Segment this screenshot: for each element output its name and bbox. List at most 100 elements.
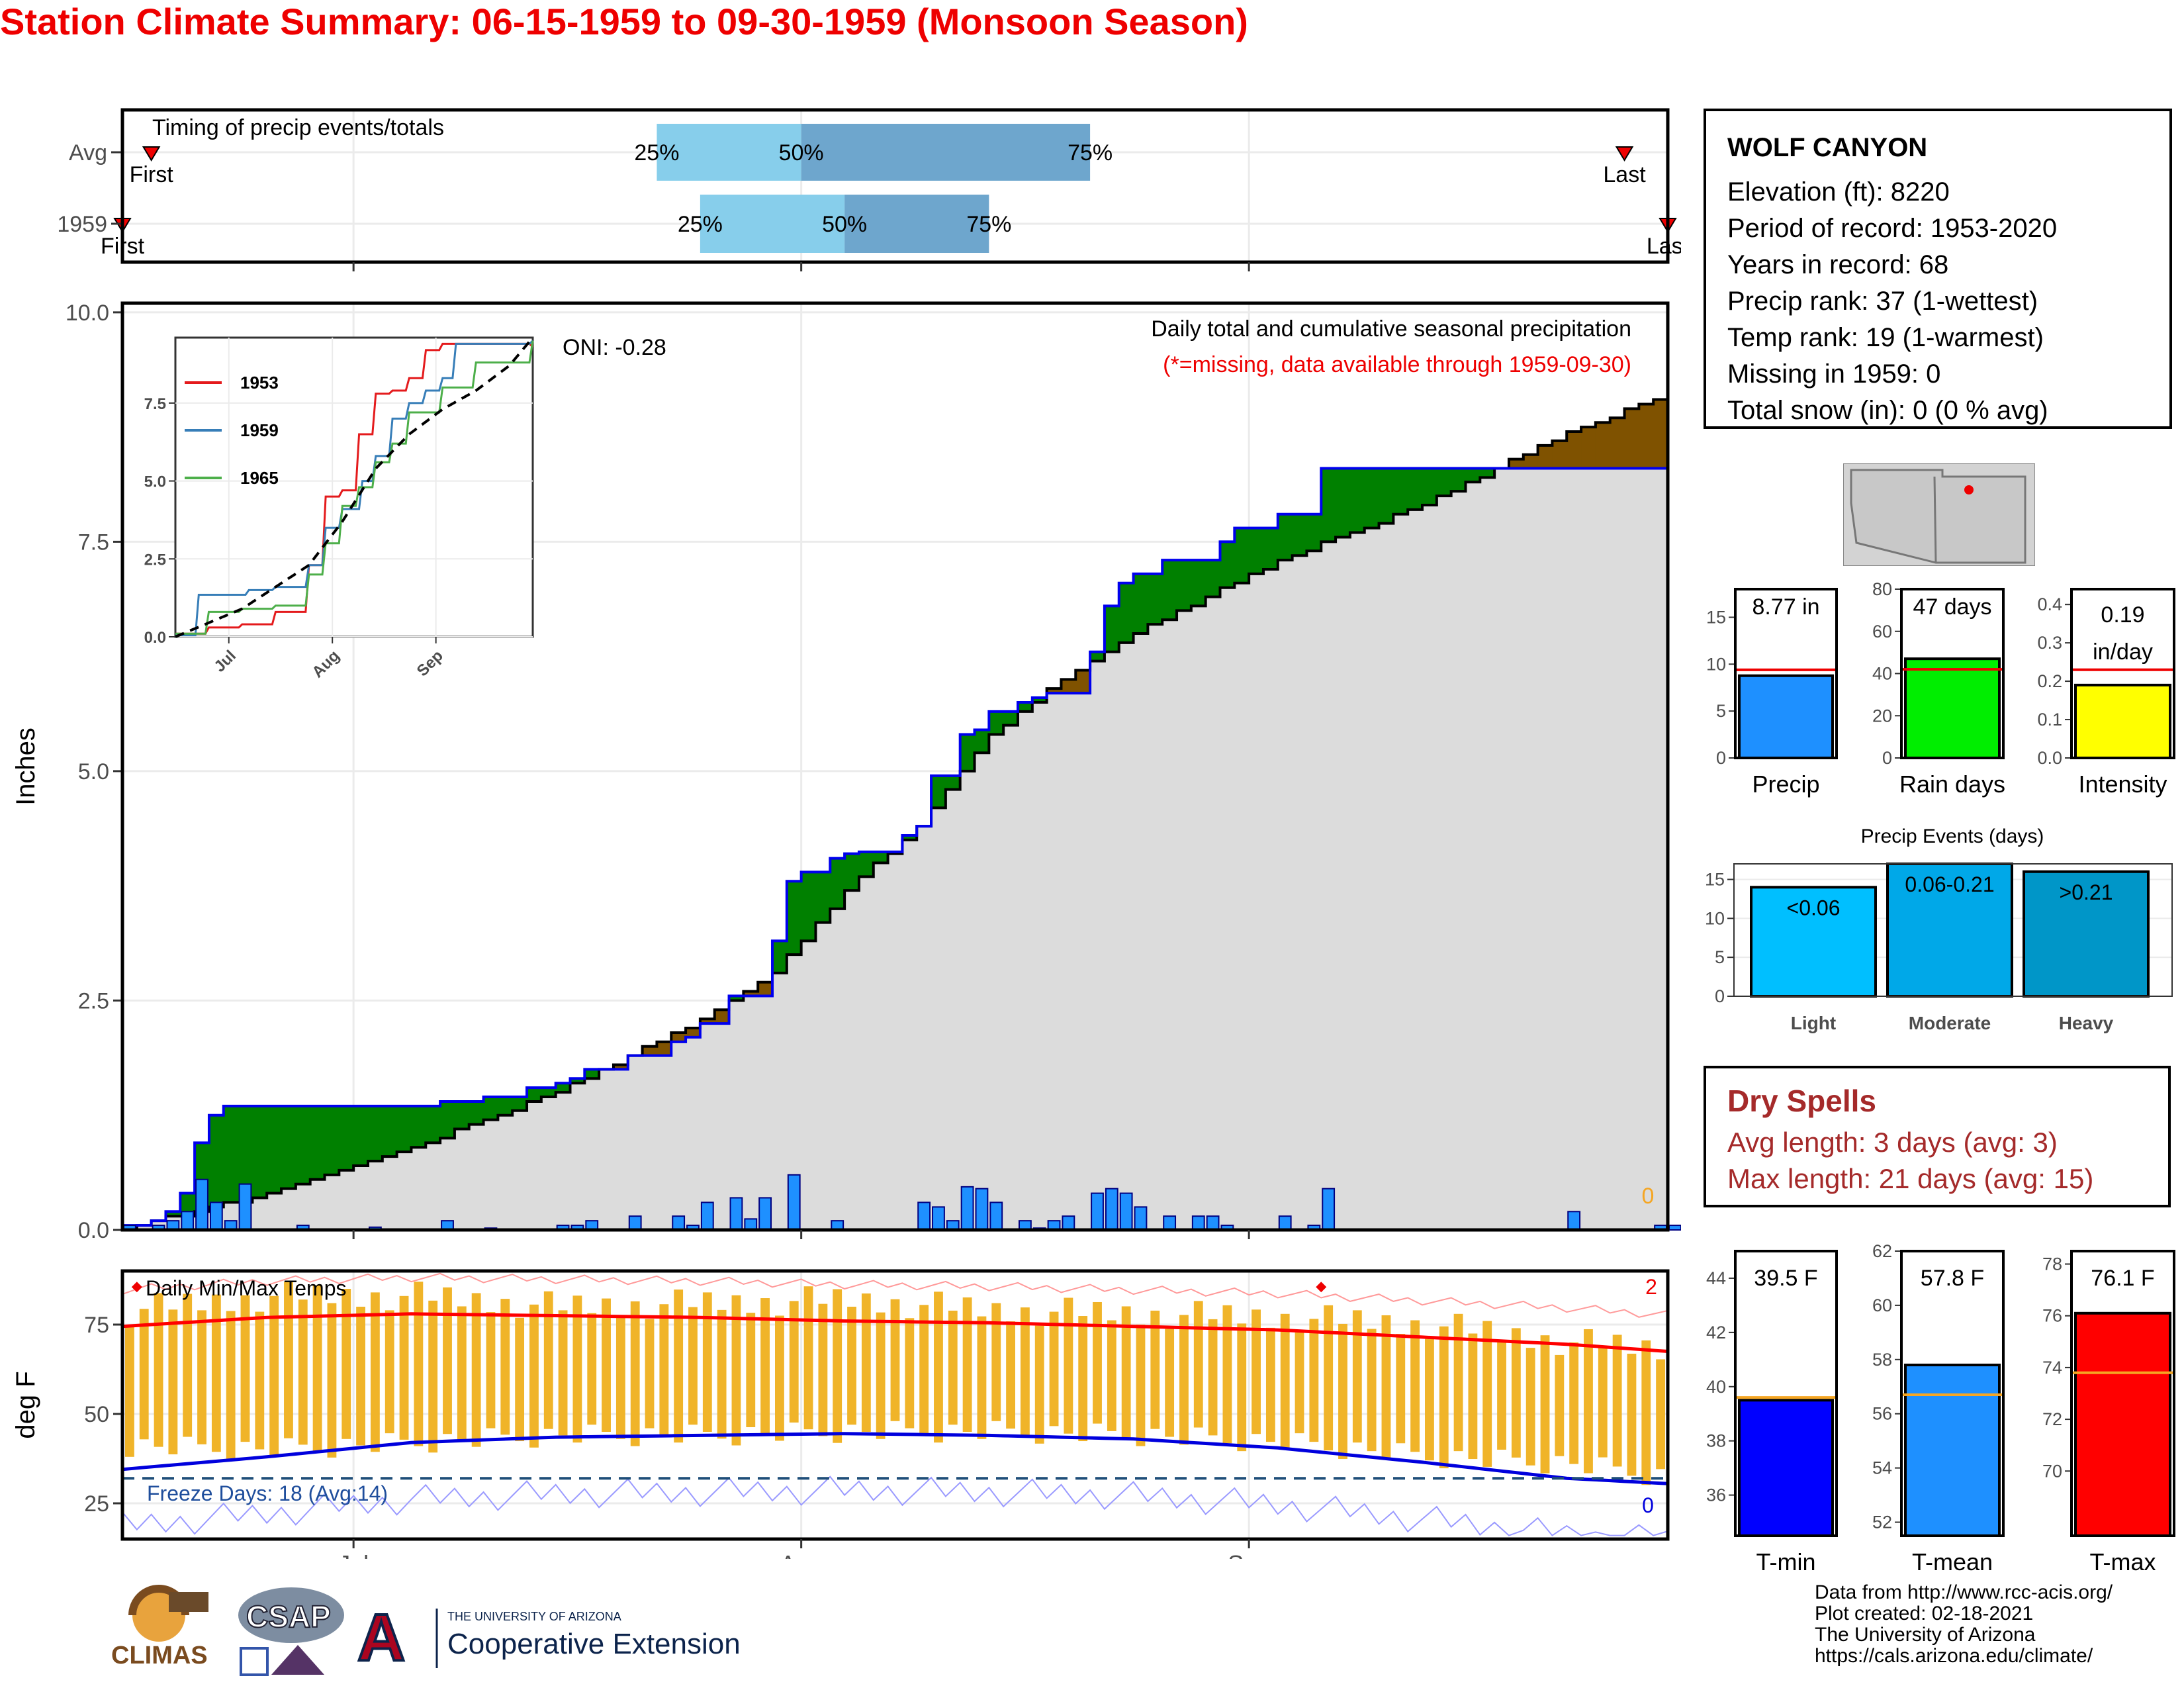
station-temp-rank: Temp rank: 19 (1-warmest): [1727, 323, 2044, 352]
precip-y-tick-label: 0.0: [78, 1218, 109, 1243]
daily-temp-bar: [919, 1305, 929, 1436]
daily-temp-bar: [876, 1312, 886, 1439]
cum-base-area: [887, 853, 903, 1230]
daily-temp-bar: [890, 1299, 900, 1421]
small-bar-y-tick-label: 76: [2042, 1306, 2062, 1326]
daily-temp-bar: [1627, 1353, 1637, 1476]
daily-temp-bar: [962, 1297, 972, 1432]
event-x-label: Moderate: [1909, 1013, 1991, 1033]
dry-spells-avg: Avg length: 3 days (avg: 3): [1727, 1127, 2058, 1158]
cum-above-avg-area: [729, 996, 744, 1001]
daily-temp-bar: [674, 1289, 684, 1443]
small-bar-x-label: T-mean: [1912, 1548, 1993, 1575]
observed-cumulative-line: [122, 467, 1668, 1227]
cum-above-avg-area: [1177, 560, 1192, 611]
season-temp-bars: 36 38 40 42 44 39.5 F T-min 52 54 56 58 60 62 57.8 F T…: [1706, 1241, 2175, 1575]
cum-below-avg-area: [1653, 399, 1668, 469]
small-bar-y-tick-label: 15: [1706, 608, 1726, 628]
cum-base-area: [1653, 468, 1668, 1231]
small-bar-frame: [2070, 1250, 2175, 1537]
daily-temp-bar: [630, 1301, 640, 1446]
cum-above-avg-area: [1292, 514, 1307, 556]
cum-base-area: [1508, 468, 1524, 1231]
small-bar-value-label: 76.1 F: [2091, 1266, 2154, 1291]
cum-base-area: [382, 1156, 398, 1230]
small-bar-value-label: 8.77 in: [1752, 594, 1819, 620]
daily-temp-bar: [746, 1313, 756, 1427]
daily-temp-bar: [760, 1298, 770, 1434]
cum-base-area: [1191, 606, 1206, 1230]
station-years: Years in record: 68: [1727, 250, 1949, 279]
location-map: [1843, 463, 2035, 566]
inset-y-tick-label: 5.0: [144, 473, 166, 491]
cum-base-area: [1090, 661, 1105, 1230]
cum-base-area: [686, 1037, 701, 1230]
cum-below-avg-area: [613, 1064, 629, 1070]
cum-above-avg-area: [1277, 514, 1293, 561]
small-bar-y-tick-label: 80: [1872, 579, 1892, 599]
cum-above-avg-area: [1364, 468, 1380, 528]
cum-above-avg-area: [1220, 541, 1235, 588]
daily-precip-bar: [917, 1201, 931, 1231]
temp-frame: [120, 1269, 1670, 1541]
cum-below-avg-area: [1595, 422, 1611, 469]
cum-above-avg-area: [1003, 711, 1019, 726]
daily-temp-bar: [1468, 1333, 1478, 1460]
season-totals-bars: 0 5 10 15 8.77 in Precip 0 20 40 60 80 47 days Rain …: [1706, 579, 2175, 798]
cum-base-area: [830, 908, 845, 1230]
daily-precip-bar: [238, 1183, 252, 1231]
timing-panel: 25%50%75%FirstLastAvg25%50%75%FirstLast1…: [57, 108, 1681, 271]
station-missing: Missing in 1959: 0: [1727, 359, 1941, 389]
daily-temp-bar: [1540, 1335, 1550, 1474]
ua-big-text: Cooperative Extension: [447, 1628, 741, 1660]
daily-temp-bar: [775, 1315, 784, 1441]
small-bar-value-label: 47 days: [1913, 594, 1991, 620]
record-high-line: [122, 1272, 1668, 1318]
cum-below-avg-area: [1046, 688, 1062, 694]
cum-above-avg-area: [411, 1105, 426, 1148]
credit-line: Data from http://www.rcc-acis.org/: [1815, 1581, 2113, 1603]
precip-y-tick-label: 7.5: [78, 530, 109, 555]
timing-pct-label: 25%: [678, 212, 723, 237]
cum-base-area: [657, 1055, 672, 1230]
precip-y-axis-label: Inches: [11, 727, 40, 806]
cum-base-area: [1032, 702, 1048, 1230]
daily-temp-bar: [1295, 1332, 1304, 1434]
dry-spells-title: Dry Spells: [1727, 1084, 1876, 1118]
inset-legend-label: 1959: [240, 420, 279, 440]
daily-temp-bar: [1612, 1335, 1622, 1467]
cum-below-avg-area: [1508, 459, 1524, 469]
cum-above-avg-area: [281, 1105, 296, 1189]
daily-temp-bar: [1555, 1354, 1565, 1456]
events-frame: [1733, 863, 2173, 997]
cum-above-avg-area: [426, 1105, 441, 1143]
small-bar-y-tick-label: 52: [1872, 1513, 1892, 1532]
timing-row-label: 1959: [57, 212, 107, 237]
cum-base-area: [498, 1115, 513, 1230]
cum-below-avg-area: [1567, 432, 1582, 469]
daily-temp-bar: [1367, 1329, 1377, 1452]
daily-temp-bar: [284, 1282, 293, 1438]
record-high-marker: [1316, 1282, 1327, 1293]
cum-below-avg-area: [758, 982, 773, 996]
daily-temp-bar: [327, 1303, 337, 1458]
cum-above-avg-area: [1306, 514, 1322, 551]
ua-logo: A THE UNIVERSITY OF ARIZONA Cooperative …: [357, 1602, 741, 1675]
small-bar-value: [1904, 657, 2001, 759]
daily-precip-bar: [1091, 1192, 1104, 1231]
cum-above-avg-area: [1133, 573, 1148, 634]
map-state-outline: [1850, 469, 2026, 564]
cum-base-area: [440, 1138, 455, 1230]
cum-base-area: [1234, 583, 1250, 1230]
csap-cloud: [238, 1587, 344, 1643]
cum-base-area: [1480, 477, 1495, 1230]
cum-above-avg-area: [1465, 468, 1480, 483]
daily-precip-bar: [181, 1211, 195, 1231]
inset-series-line: [175, 340, 534, 637]
precip-chart: 0.0 2.5 5.0 7.5 10.0 Inches Daily total and cu…: [11, 301, 1681, 1243]
daily-temp-bar: [1569, 1342, 1579, 1464]
daily-temp-bar: [183, 1293, 193, 1437]
daily-precip-bar: [989, 1201, 1003, 1231]
cum-base-area: [1393, 514, 1408, 1230]
page-title: Station Climate Summary: 06-15-1959 to 0…: [0, 1, 1248, 42]
